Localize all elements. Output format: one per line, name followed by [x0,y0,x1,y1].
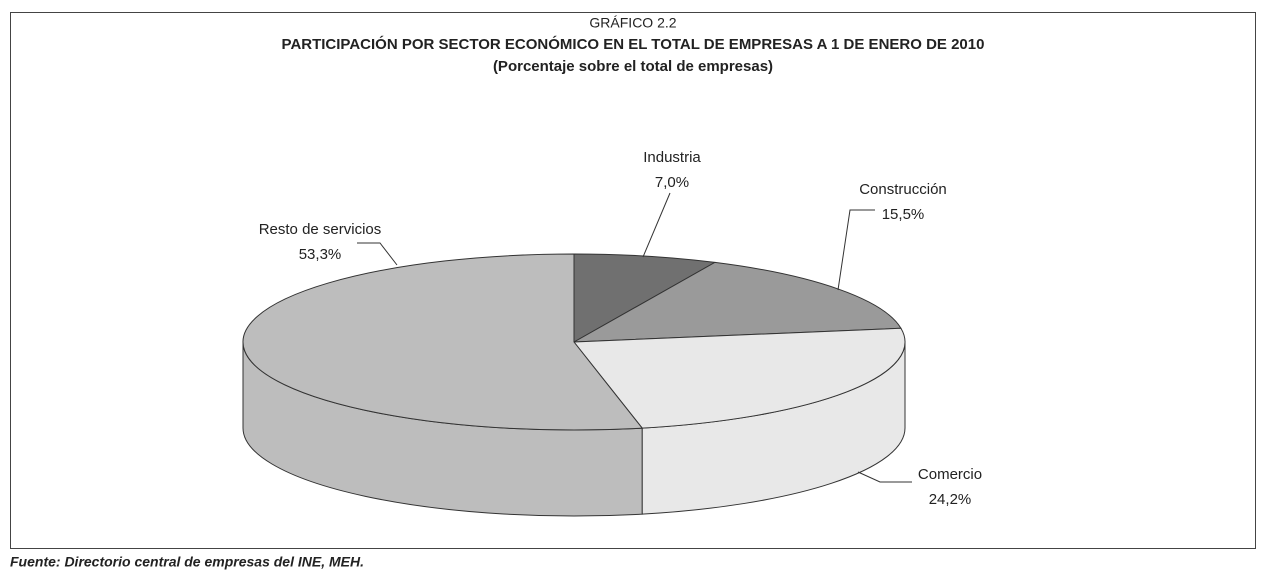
chart-label: GRÁFICO 2.2 [589,15,676,31]
leader-line [837,209,875,291]
slice [572,327,906,429]
slice [573,253,717,343]
source-note: Fuente: Directorio central de empresas d… [10,554,364,570]
slice [242,253,644,431]
value-label: 7,0% [655,174,689,191]
frame [10,12,1256,549]
slice [573,261,902,343]
leader-line [642,192,671,258]
slice-label: Construcción [859,181,947,198]
slice-label: Comercio [918,466,982,483]
value-label: 53,3% [299,246,342,263]
value-label: 15,5% [882,206,925,223]
leader-line [857,471,912,483]
chart-title: PARTICIPACIÓN POR SECTOR ECONÓMICO EN EL… [282,35,985,53]
slice-label: Resto de servicios [259,221,382,238]
slice-label: Industria [643,149,701,166]
chart-subtitle: (Porcentaje sobre el total de empresas) [493,58,773,75]
value-label: 24,2% [929,491,972,508]
leader-line [357,242,398,266]
